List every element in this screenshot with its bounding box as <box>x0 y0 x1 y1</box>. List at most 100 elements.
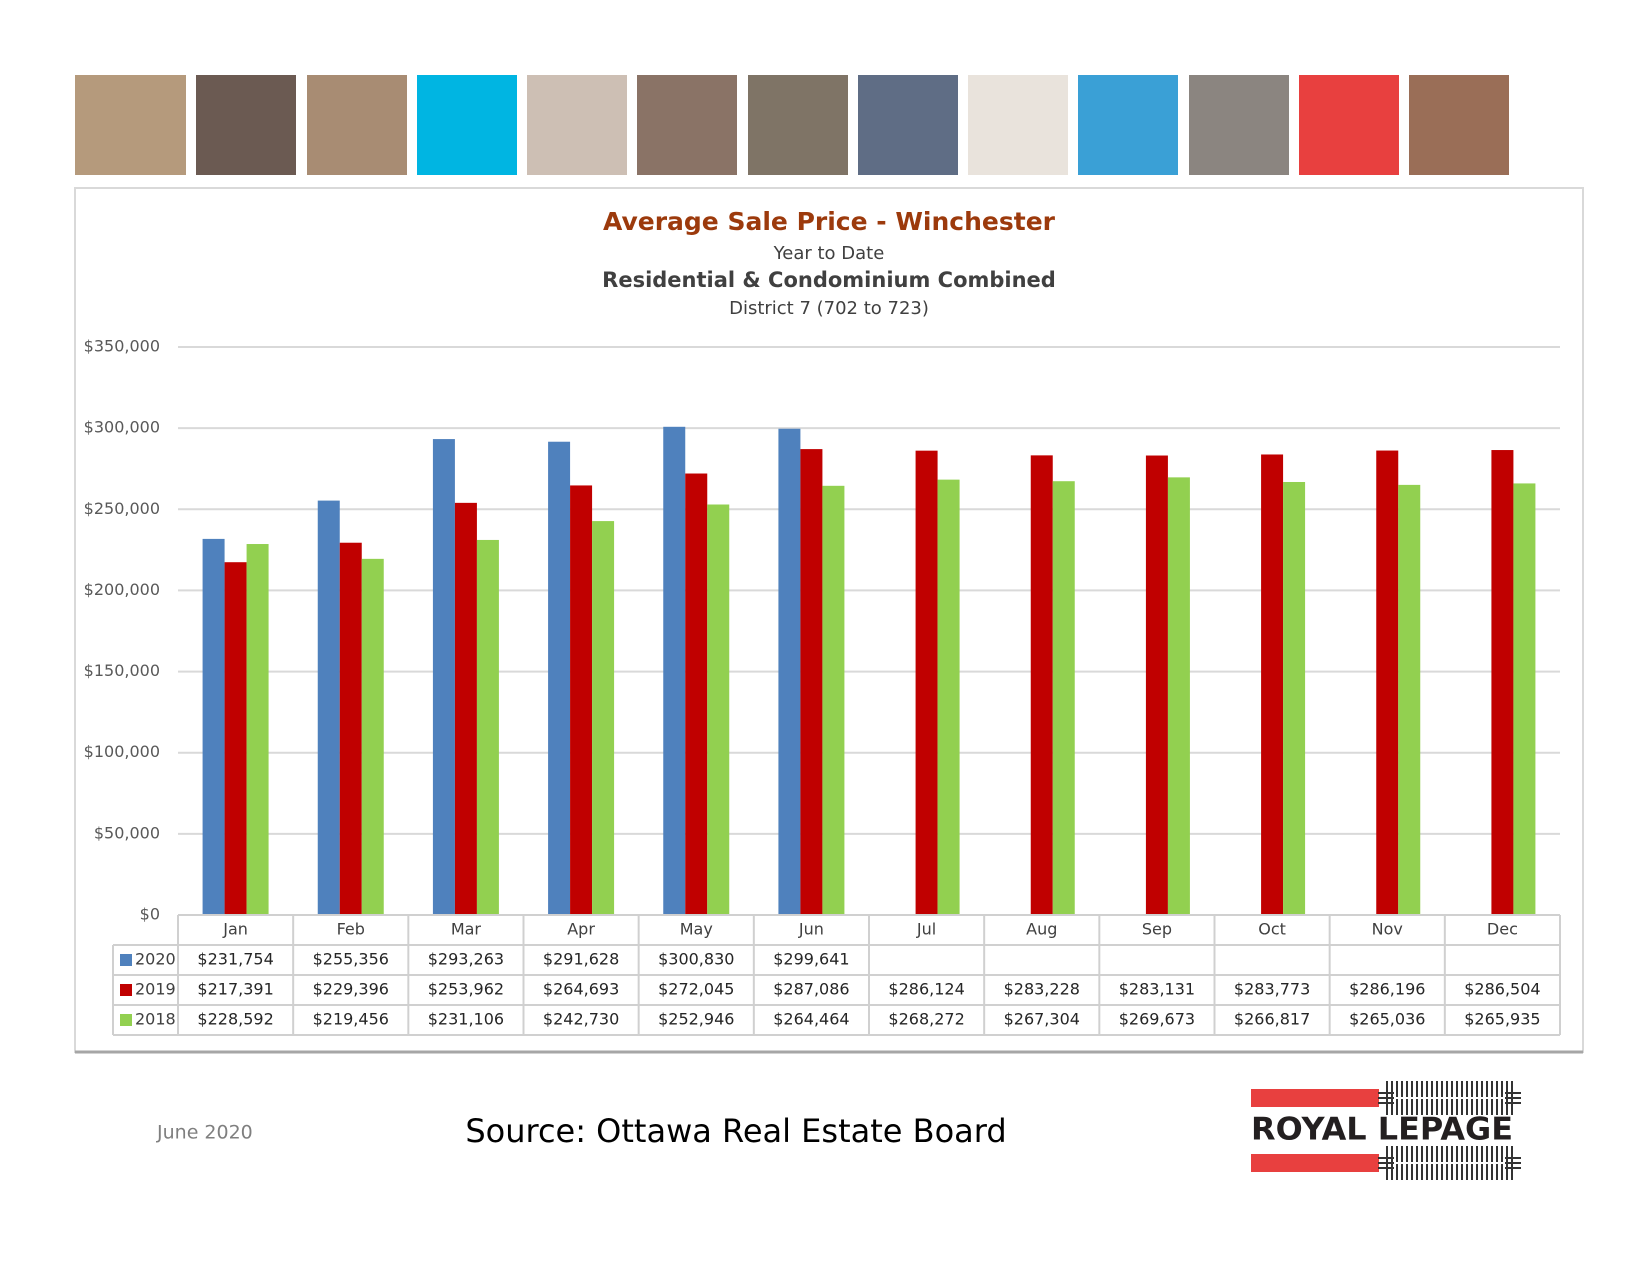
logo-barcode <box>1378 1081 1521 1115</box>
photo <box>307 75 407 175</box>
data-label: $252,946 <box>658 1010 734 1029</box>
bar <box>592 521 615 915</box>
data-label: $286,196 <box>1349 980 1425 999</box>
bar <box>361 558 384 915</box>
photo <box>1409 75 1509 175</box>
data-label: $267,304 <box>1004 1010 1080 1029</box>
legend-label: 2018 <box>135 1010 176 1029</box>
bar <box>800 449 823 915</box>
bar <box>663 426 686 915</box>
x-tick-label: Oct <box>1258 920 1286 939</box>
bar <box>822 485 845 915</box>
data-label: $272,045 <box>658 980 734 999</box>
bar <box>1167 477 1190 915</box>
bar <box>915 450 938 915</box>
x-tick-label: Nov <box>1372 920 1403 939</box>
data-label: $299,641 <box>773 950 849 969</box>
y-tick-label: $150,000 <box>84 661 160 680</box>
chart-subtitle: Year to Date <box>773 243 885 264</box>
photo <box>75 75 186 175</box>
photo <box>1078 75 1178 175</box>
data-label: $228,592 <box>197 1010 273 1029</box>
footer-date: June 2020 <box>156 1122 253 1144</box>
logo-text: ROYAL LEPAGE <box>1251 1112 1513 1148</box>
bar <box>1030 455 1053 915</box>
data-label: $217,391 <box>197 980 273 999</box>
bar <box>937 479 960 915</box>
data-label: $265,036 <box>1349 1010 1425 1029</box>
bar <box>454 502 477 915</box>
photo <box>417 75 517 175</box>
bar <box>476 539 499 915</box>
x-tick-label: Dec <box>1487 920 1518 939</box>
y-tick-label: $350,000 <box>84 337 160 356</box>
bar <box>317 500 340 915</box>
y-tick-label: $50,000 <box>94 823 160 842</box>
legend-label: 2020 <box>135 950 176 969</box>
bar <box>1261 454 1284 915</box>
photo <box>196 75 296 175</box>
legend-swatch <box>120 1014 132 1026</box>
bar <box>1491 450 1514 915</box>
data-label: $269,673 <box>1119 1010 1195 1029</box>
data-label: $283,228 <box>1004 980 1080 999</box>
y-tick-label: $0 <box>140 905 160 924</box>
bar <box>685 473 708 915</box>
data-label: $231,106 <box>428 1010 504 1029</box>
bar <box>224 562 247 915</box>
bar <box>1145 455 1168 915</box>
data-label: $286,504 <box>1464 980 1540 999</box>
bar <box>707 504 730 915</box>
bar <box>1052 481 1075 915</box>
logo-bar <box>1251 1154 1379 1172</box>
photo <box>527 75 627 175</box>
data-label: $287,086 <box>773 980 849 999</box>
legend-label: 2019 <box>135 980 176 999</box>
x-tick-label: Jul <box>916 920 936 939</box>
bar <box>432 439 455 915</box>
bar <box>1398 484 1421 915</box>
bar <box>202 538 225 915</box>
x-tick-label: Jun <box>798 920 824 939</box>
bar <box>778 428 801 915</box>
photo <box>1189 75 1289 175</box>
photo <box>968 75 1068 175</box>
photo <box>858 75 958 175</box>
photo <box>748 75 848 175</box>
bar <box>570 485 593 915</box>
x-tick-label: Aug <box>1026 920 1057 939</box>
legend-swatch <box>120 954 132 966</box>
data-label: $286,124 <box>888 980 964 999</box>
logo: ROYAL LEPAGE <box>1251 1081 1521 1180</box>
chart-title: Average Sale Price - Winchester <box>603 207 1056 236</box>
photo-strip <box>75 75 1509 175</box>
data-label: $300,830 <box>658 950 734 969</box>
data-label: $291,628 <box>543 950 619 969</box>
legend-swatch <box>120 984 132 996</box>
bar <box>1283 481 1306 915</box>
bar <box>548 441 571 915</box>
bar <box>246 544 269 915</box>
chart-subtitle: District 7 (702 to 723) <box>729 298 929 319</box>
footer-source: Source: Ottawa Real Estate Board <box>465 1112 1006 1150</box>
chart-subtitle: Residential & Condominium Combined <box>602 268 1056 292</box>
data-label: $265,935 <box>1464 1010 1540 1029</box>
x-tick-label: Jan <box>222 920 248 939</box>
data-label: $231,754 <box>197 950 273 969</box>
data-label: $268,272 <box>888 1010 964 1029</box>
x-tick-label: Mar <box>451 920 482 939</box>
logo-bar <box>1251 1089 1379 1107</box>
bar <box>339 542 362 915</box>
logo-barcode <box>1378 1146 1521 1180</box>
data-label: $264,693 <box>543 980 619 999</box>
y-tick-label: $300,000 <box>84 418 160 437</box>
bar <box>1513 483 1536 915</box>
x-tick-label: Apr <box>567 920 595 939</box>
x-tick-label: May <box>680 920 713 939</box>
data-label: $253,962 <box>428 980 504 999</box>
bar <box>1376 450 1399 915</box>
photo <box>1299 75 1399 175</box>
y-tick-label: $100,000 <box>84 742 160 761</box>
